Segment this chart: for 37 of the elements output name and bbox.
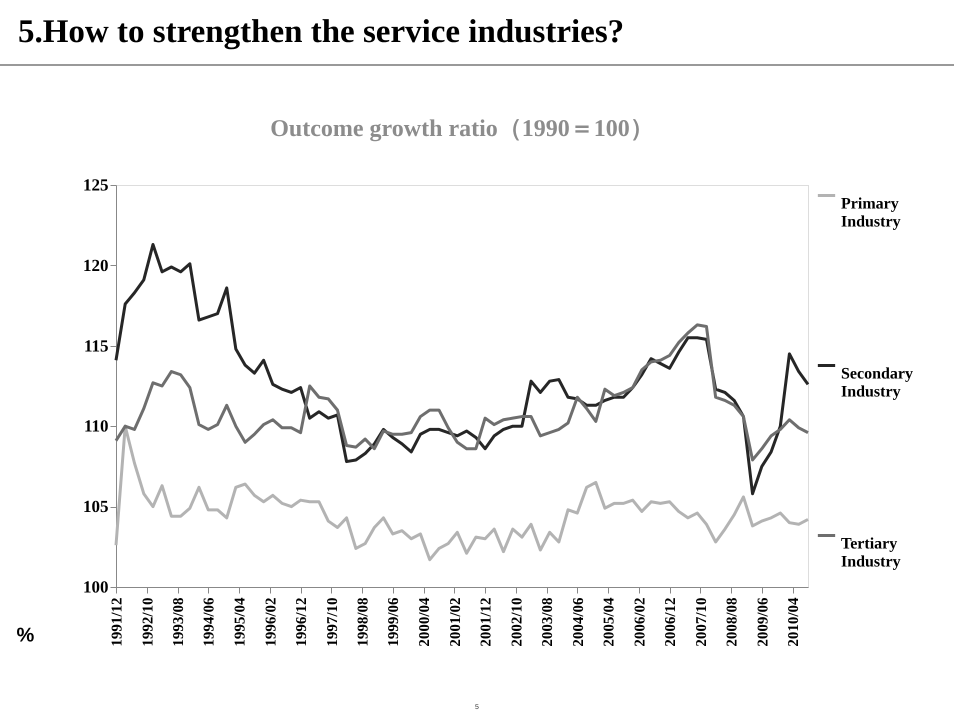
- x-tick-label: 1998/08: [356, 598, 372, 647]
- x-tick-label: 1996/12: [294, 598, 310, 647]
- x-tick-label: 1999/06: [386, 597, 402, 647]
- x-tick-label: 2003/08: [540, 598, 556, 647]
- y-tick-label: 110: [84, 416, 108, 436]
- y-tick-label: 100: [83, 578, 108, 596]
- y-tick-label: 105: [83, 497, 108, 516]
- y-tick-label: 125: [83, 176, 108, 194]
- x-tick-label: 2002/10: [509, 598, 526, 647]
- x-tick-label: 1996/02: [263, 598, 280, 647]
- x-tick-label: 2009/06: [755, 597, 772, 647]
- x-tick-label: 2004/06: [570, 597, 587, 647]
- x-tick-label: 1993/08: [171, 598, 188, 647]
- line-series: [114, 323, 810, 462]
- chart-title: 5.How to strengthen the service industries?: [18, 14, 624, 51]
- legend-label: Secondary Industry: [841, 366, 913, 400]
- x-tick-label: 2001/12: [478, 598, 495, 647]
- x-tick-label: 1994/06: [202, 597, 218, 647]
- x-tick-label: 1992/10: [140, 598, 156, 647]
- x-tick-label: 2007/10: [694, 598, 710, 647]
- y-tick-label: 115: [84, 336, 108, 356]
- y-axis-title: %: [16, 624, 34, 646]
- chart-subtitle: Outcome growth ratio（1990＝100）: [270, 116, 654, 142]
- x-tick-label: 2006/12: [663, 598, 680, 647]
- x-tick-label: 2006/02: [632, 598, 648, 647]
- x-tick-label: 2005/04: [602, 597, 618, 647]
- legend-label: Tertiary Industry: [841, 536, 901, 570]
- legend-label: Primary Industry: [841, 196, 901, 230]
- line-series: [114, 424, 810, 562]
- x-tick-label: 1995/04: [232, 597, 248, 647]
- x-tick-label: 2008/08: [724, 598, 741, 647]
- x-tick-label: 2010/04: [786, 597, 802, 647]
- y-tick-label: 120: [83, 256, 108, 275]
- x-tick-label: 2001/02: [448, 598, 464, 647]
- x-tick-label: 1991/12: [110, 598, 126, 647]
- x-tick-label: 1997/10: [324, 598, 341, 647]
- x-tick-label: 2000/04: [417, 597, 434, 647]
